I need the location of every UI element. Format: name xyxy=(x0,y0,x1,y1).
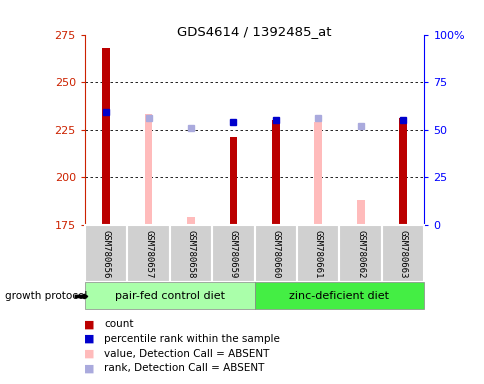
Bar xyxy=(144,114,152,225)
Text: GSM780656: GSM780656 xyxy=(101,230,110,278)
Bar xyxy=(339,225,381,282)
Text: rank, Detection Call = ABSENT: rank, Detection Call = ABSENT xyxy=(104,363,264,373)
Text: value, Detection Call = ABSENT: value, Detection Call = ABSENT xyxy=(104,349,269,359)
Text: pair-fed control diet: pair-fed control diet xyxy=(115,291,224,301)
Text: GSM780659: GSM780659 xyxy=(228,230,238,278)
Bar xyxy=(229,137,237,225)
Text: GSM780663: GSM780663 xyxy=(398,230,407,278)
Text: ■: ■ xyxy=(84,349,95,359)
Bar xyxy=(356,200,364,225)
Text: GDS4614 / 1392485_at: GDS4614 / 1392485_at xyxy=(177,25,331,38)
Text: GSM780657: GSM780657 xyxy=(144,230,153,278)
Bar xyxy=(381,225,424,282)
Text: GSM780662: GSM780662 xyxy=(355,230,364,278)
Bar xyxy=(169,225,212,282)
Bar xyxy=(398,118,406,225)
Bar xyxy=(85,282,254,309)
Text: growth protocol: growth protocol xyxy=(5,291,87,301)
Bar xyxy=(102,48,110,225)
Text: ■: ■ xyxy=(84,319,95,329)
Bar xyxy=(187,217,195,225)
Bar xyxy=(254,282,424,309)
Text: percentile rank within the sample: percentile rank within the sample xyxy=(104,334,280,344)
Bar xyxy=(272,120,279,225)
Bar xyxy=(254,225,296,282)
Text: zinc-deficient diet: zinc-deficient diet xyxy=(289,291,389,301)
Text: count: count xyxy=(104,319,134,329)
Bar xyxy=(212,225,254,282)
Text: ■: ■ xyxy=(84,363,95,373)
Bar xyxy=(296,225,339,282)
Text: GSM780660: GSM780660 xyxy=(271,230,280,278)
Bar xyxy=(314,122,321,225)
Text: GSM780661: GSM780661 xyxy=(313,230,322,278)
Text: ■: ■ xyxy=(84,334,95,344)
Bar xyxy=(85,225,127,282)
Bar xyxy=(127,225,169,282)
Text: GSM780658: GSM780658 xyxy=(186,230,195,278)
